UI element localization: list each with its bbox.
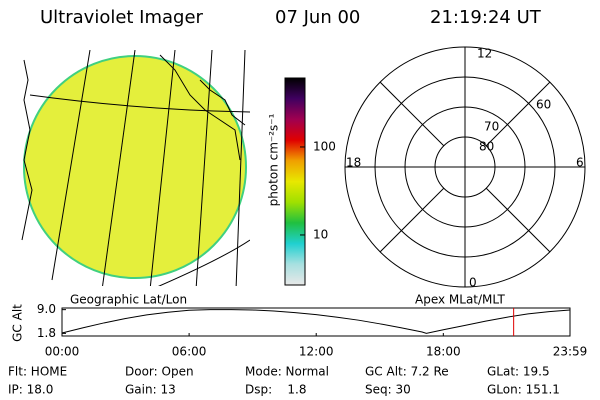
status-field: GLon: 151.1 xyxy=(487,383,560,397)
colorbar-fill xyxy=(284,77,306,286)
footer: Flt: HOME Door: Open Mode: Normal GC Alt: 7… xyxy=(8,365,560,397)
status-field: Door: Open xyxy=(125,365,194,379)
x-tick-label: 12:00 xyxy=(299,345,334,359)
altitude-plot: 00:00 06:00 12:00 18:00 23:59 1.8 9.0 xyxy=(37,302,587,358)
polar-label: 0 xyxy=(469,276,477,290)
y-tick-label: 9.0 xyxy=(37,302,56,316)
status-field: Flt: HOME xyxy=(8,365,67,379)
status-field: GC Alt: 7.2 Re xyxy=(365,365,449,379)
x-tick-label: 18:00 xyxy=(426,345,461,359)
polar-label: 18 xyxy=(346,156,361,170)
ring-label: 80 xyxy=(479,140,494,154)
ring-label: 60 xyxy=(536,98,551,112)
plot-label: Apex MLat/MLT xyxy=(415,293,505,307)
status-field: Mode: Normal xyxy=(245,365,329,379)
status-field: Seq: 30 xyxy=(365,383,411,397)
globe xyxy=(21,50,250,286)
polar-grid xyxy=(344,46,586,288)
date: 07 Jun 00 xyxy=(275,7,360,28)
tick-label: 10 xyxy=(313,227,328,241)
status-field: GLat: 19.5 xyxy=(487,365,550,379)
status-field: Dsp: 1.8 xyxy=(245,383,307,397)
colorbar-label: photon cm⁻²s⁻¹ xyxy=(267,113,281,206)
y-tick-label: 1.8 xyxy=(37,326,56,340)
polar-label: 12 xyxy=(477,47,492,61)
colorbar: 10 100 xyxy=(284,77,336,286)
ring-label: 70 xyxy=(484,120,499,134)
polar-label: 6 xyxy=(576,156,584,170)
y-axis-label: GC Alt xyxy=(11,304,25,342)
x-tick-label: 06:00 xyxy=(172,345,207,359)
tick-label: 100 xyxy=(313,139,336,153)
altitude-line xyxy=(61,309,571,334)
time: 21:19:24 UT xyxy=(430,7,542,28)
x-tick-label: 23:59 xyxy=(553,345,588,359)
title: Ultraviolet Imager xyxy=(40,7,204,28)
status-field: Gain: 13 xyxy=(125,383,176,397)
x-tick-label: 00:00 xyxy=(45,345,80,359)
status-field: IP: 18.0 xyxy=(8,383,53,397)
plot-label: Geographic Lat/Lon xyxy=(70,293,187,307)
